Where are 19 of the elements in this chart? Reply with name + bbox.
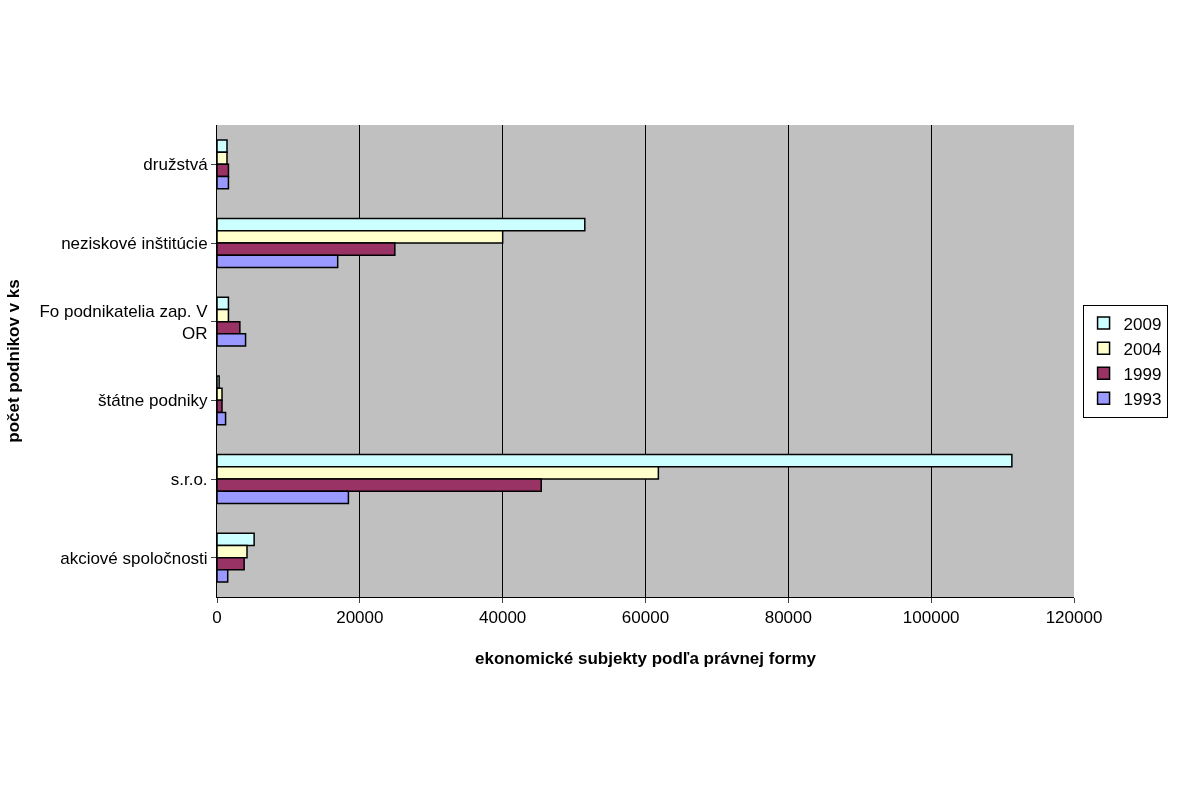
legend-label: 2004 [1123, 339, 1162, 359]
y-tick-label: neziskové inštitúcie [61, 233, 208, 253]
x-tick-label: 100000 [902, 608, 960, 628]
legend-label: 2009 [1123, 314, 1162, 334]
legend-label: 1993 [1123, 389, 1162, 409]
y-tick-label: družstvá [143, 155, 209, 175]
x-tick-label: 20000 [336, 608, 384, 628]
y-tick-label: akciové spoločnosti [60, 548, 208, 568]
x-tick-label: 120000 [1045, 608, 1103, 628]
x-tick-label: 60000 [621, 608, 670, 628]
y-tick-label: Fo podnikatelia zap. V OR [39, 301, 209, 343]
x-axis-title: ekonomické subjekty podľa právnej formy [475, 648, 817, 668]
x-tick-label: 80000 [764, 608, 812, 628]
x-tick-label: 40000 [479, 608, 527, 628]
x-tick-label: 0 [212, 608, 222, 628]
y-axis-title: počet podnikov v ks [3, 279, 23, 443]
y-tick-label: štátne podniky [97, 391, 209, 411]
legend-label: 1999 [1123, 364, 1162, 384]
y-tick-label: s.r.o. [170, 469, 208, 489]
